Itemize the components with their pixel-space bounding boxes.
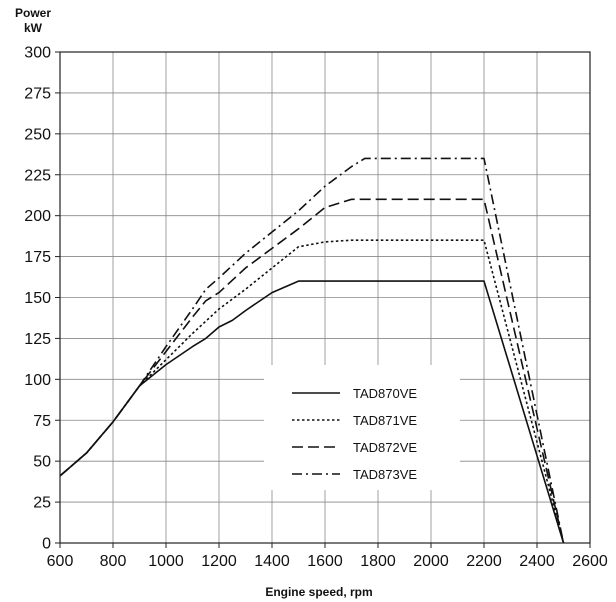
series-lines [59,157,565,544]
y-axis-title-power: Power [15,6,51,20]
x-tick-label: 2600 [572,553,608,570]
x-tick-label: 2400 [519,553,555,570]
y-tick-label: 0 [42,536,51,553]
x-tick-label: 1200 [201,553,237,570]
legend-label-tad872ve: TAD872VE [353,440,417,455]
y-tick-label: 125 [24,331,51,348]
x-tick-label: 2200 [466,553,502,570]
y-tick-label: 275 [24,85,51,102]
y-tick-label: 50 [33,454,51,471]
y-tick-label: 300 [24,45,51,62]
y-tick-label: 100 [24,372,51,389]
legend-label-tad870ve: TAD870VE [353,386,417,401]
y-axis-title-unit: kW [24,21,43,35]
tick-labels: 0 25 50 75 100 125 150 175 200 225 250 275 300 600 800… [24,45,608,571]
y-tick-label: 75 [33,413,51,430]
legend-box [264,365,460,490]
x-tick-label: 1400 [254,553,290,570]
y-tick-label: 200 [24,208,51,225]
legend-label-tad873ve: TAD873VE [353,467,417,482]
legend: TAD870VE TAD871VE TAD872VE TAD873VE [264,365,460,490]
x-axis-title: Engine speed, rpm [265,585,372,599]
y-tick-label: 25 [33,495,51,512]
x-tick-label: 2000 [413,553,449,570]
x-tick-label: 1600 [307,553,343,570]
legend-label-tad871ve: TAD871VE [353,413,417,428]
y-tick-label: 175 [24,249,51,266]
x-tick-label: 1800 [360,553,396,570]
y-tick-label: 225 [24,167,51,184]
x-tick-label: 800 [100,553,127,570]
x-tick-label: 600 [47,553,74,570]
y-tick-label: 150 [24,290,51,307]
series-line-tad871ve [59,239,565,544]
series-line-tad873ve [59,157,565,544]
y-tick-label: 250 [24,126,51,143]
x-tick-label: 1000 [148,553,184,570]
